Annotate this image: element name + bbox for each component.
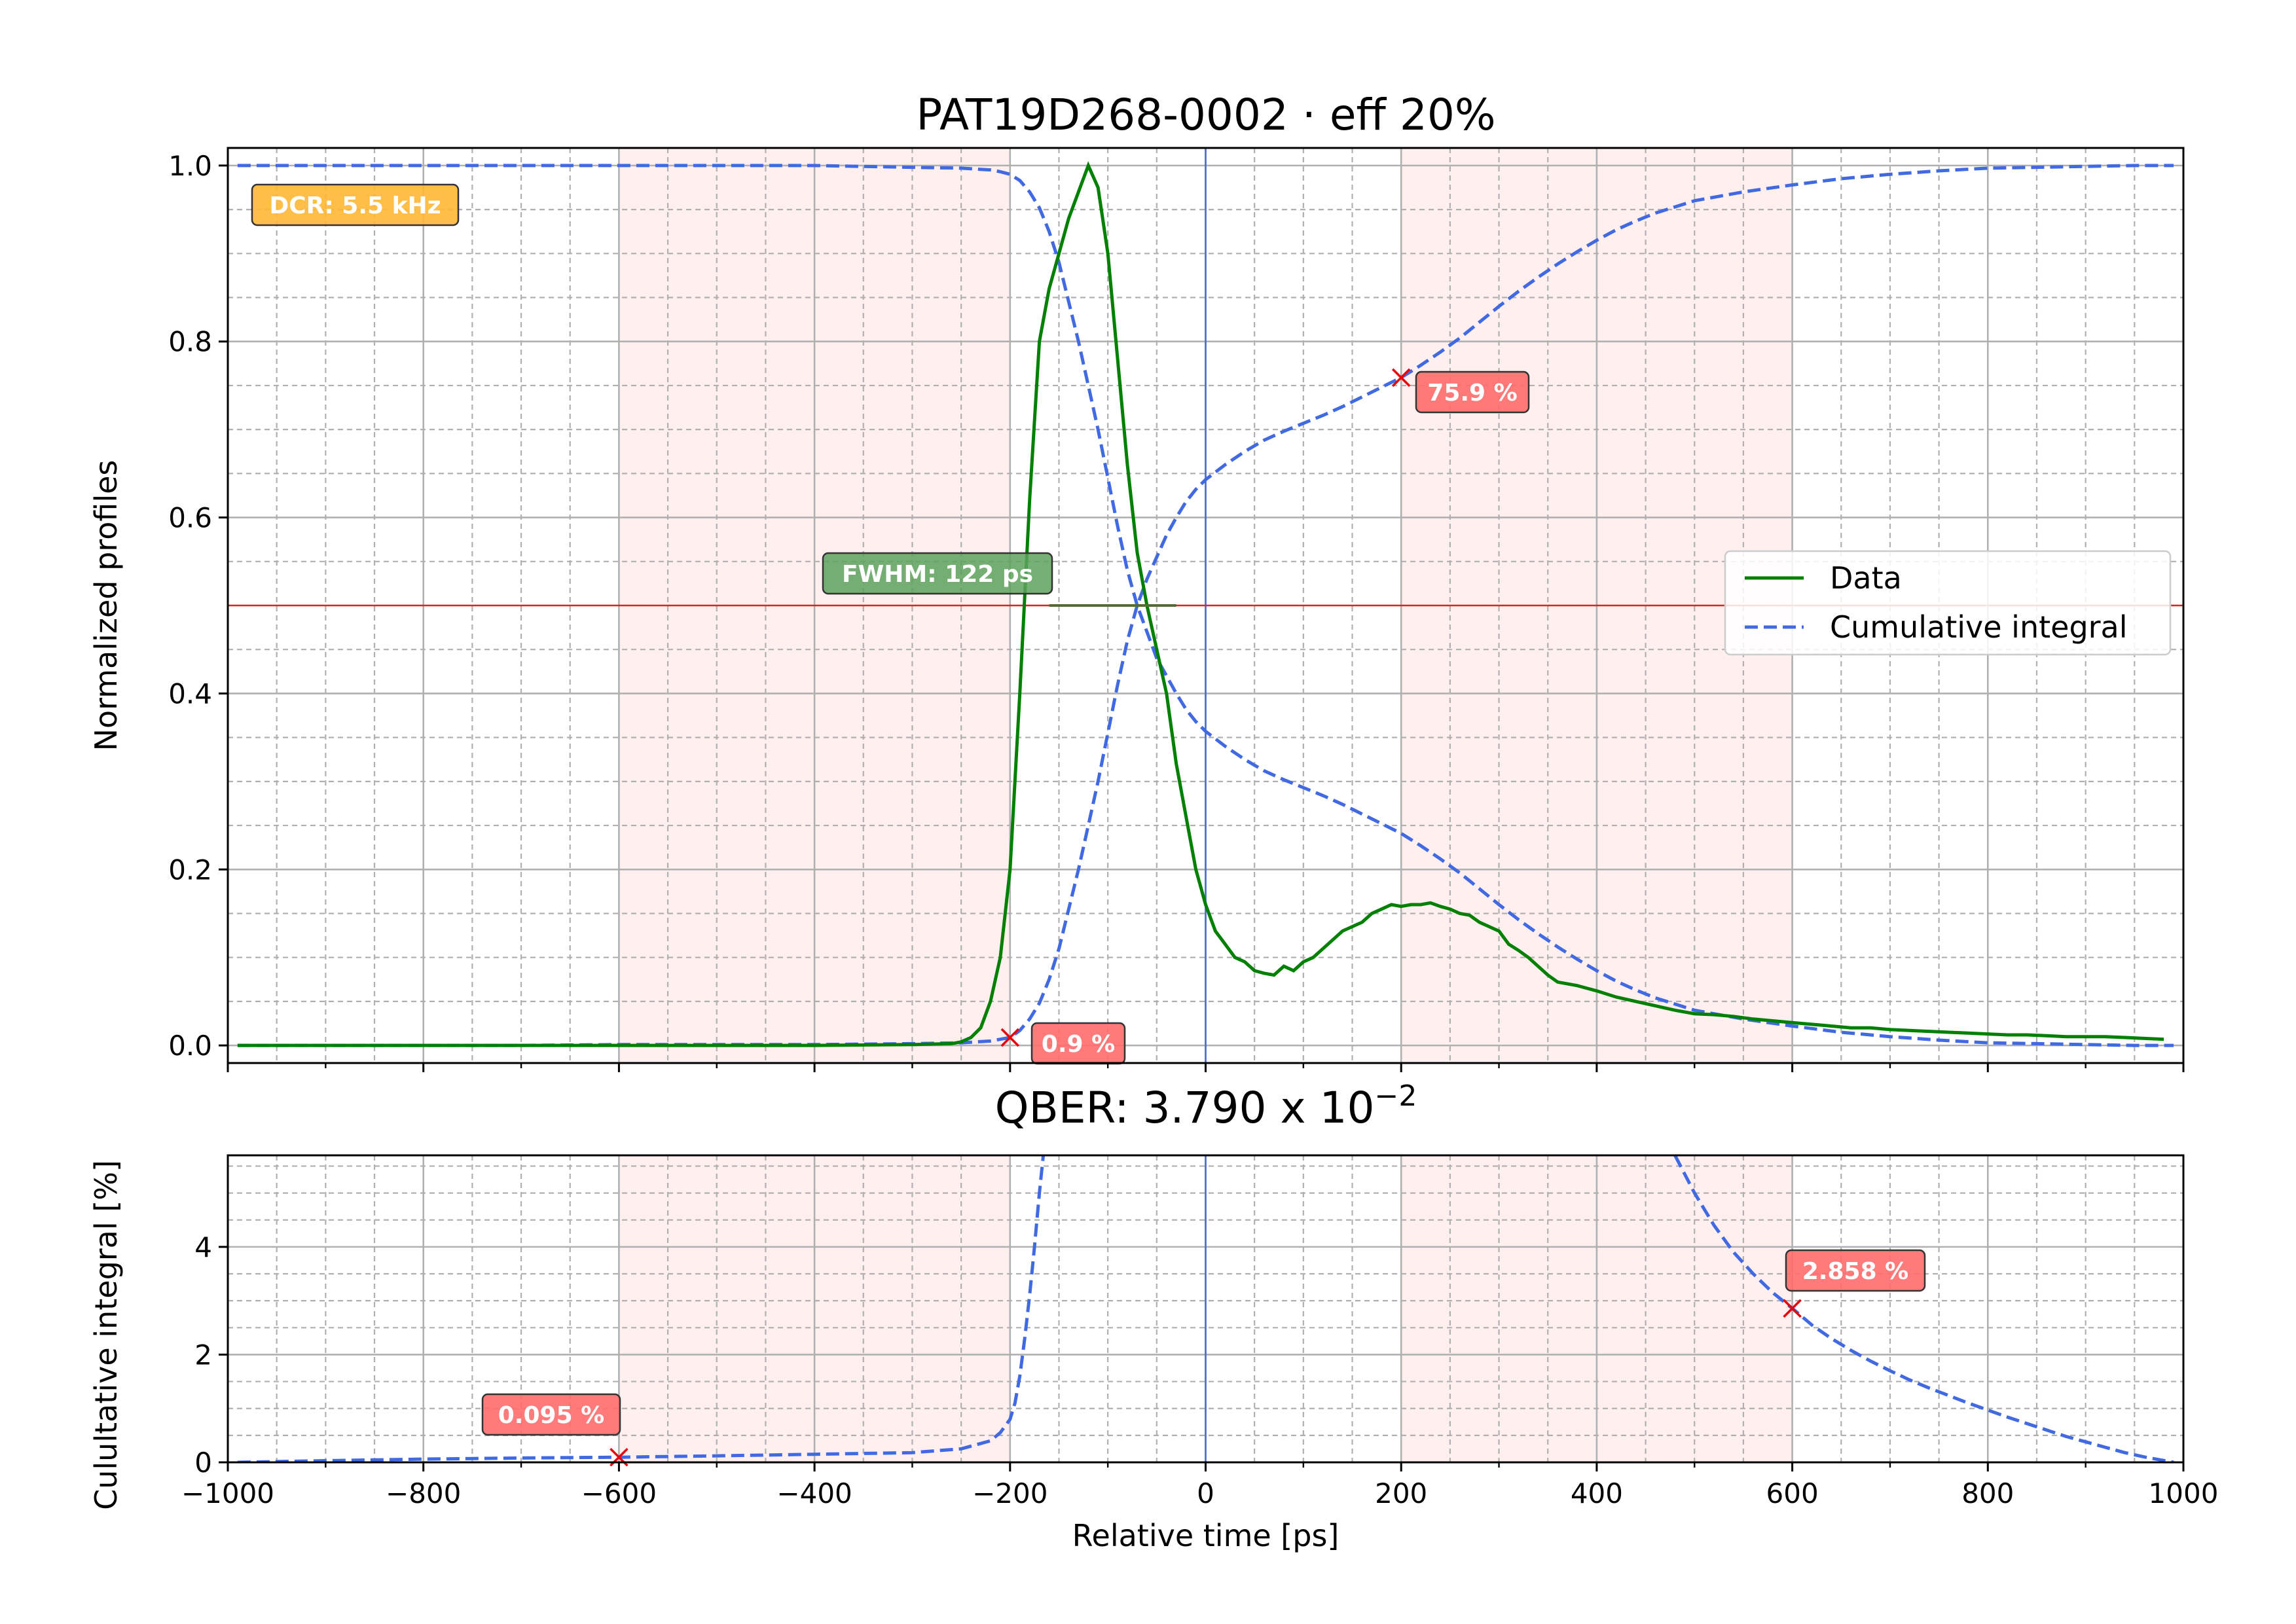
marker-point — [1391, 368, 1411, 388]
legend-label-cumulative: Cumulative integral — [1830, 609, 2128, 645]
cumulative-plot: 0.095 % 2.858 % −1000 −800 −600 −400 −200 0 200 4… — [88, 1154, 2219, 1553]
marker-label-2.858-text: 2.858 % — [1802, 1258, 1908, 1285]
chart-title: PAT19D268-0002 · eff 20% — [916, 90, 1495, 140]
y-tick-label: 0.2 — [168, 854, 212, 886]
x-tick-label: 800 — [1961, 1477, 2014, 1509]
y-tick-label: 2 — [194, 1339, 212, 1371]
x-tick-label: 1000 — [2149, 1477, 2219, 1509]
y-tick-label: 0.8 — [168, 326, 212, 358]
y-tick-label: 0 — [194, 1447, 212, 1479]
legend-label-data: Data — [1830, 560, 1902, 596]
marker-label-75.9-text: 75.9 % — [1427, 380, 1517, 406]
qber-title-exponent: −2 — [1375, 1079, 1417, 1113]
marker-point — [1783, 1299, 1802, 1318]
cumulative-integral-line — [237, 164, 2174, 1047]
marker-label-0.095-box — [481, 1393, 621, 1436]
x-tick-label: 0 — [1197, 1477, 1214, 1509]
marker-label-75.9-box — [1415, 370, 1530, 414]
y-tick-label: 0.4 — [168, 677, 212, 710]
y-tick-label: 4 — [194, 1231, 212, 1263]
y-tick-label: 0.6 — [168, 502, 212, 534]
x-tick-label: 200 — [1375, 1477, 1427, 1509]
x-tick-label: −1000 — [181, 1477, 274, 1509]
legend-box — [1724, 550, 2172, 656]
marker-label-0.9-text: 0.9 % — [1042, 1031, 1115, 1058]
marker-label-0.095-text: 0.095 % — [498, 1402, 604, 1429]
x-tick-label: −800 — [386, 1477, 461, 1509]
x-tick-label: 400 — [1571, 1477, 1623, 1509]
fwhm-annotation-text: FWHM: 122 ps — [842, 561, 1033, 588]
marker-point — [1000, 1028, 1020, 1047]
x-tick-label: −600 — [581, 1477, 657, 1509]
y-tick-label: 0.0 — [168, 1030, 212, 1062]
qber-title-text: QBER: 3.790 x 10 — [995, 1083, 1375, 1133]
cumulative-integral-reversed-line — [237, 164, 2174, 1047]
y-tick-label: 1.0 — [168, 150, 212, 182]
cumulative-lines — [237, 1155, 2174, 1462]
x-axis-label: Relative time [ps] — [1072, 1518, 1339, 1553]
x-tick-label: 600 — [1766, 1477, 1819, 1509]
legend: Data Cumulative integral — [1724, 550, 2172, 656]
cumulative-percent-line — [1673, 1155, 2174, 1462]
x-tick-label: −400 — [776, 1477, 852, 1509]
y-axis-label: Normalized profiles — [88, 460, 124, 751]
x-tick-label: −200 — [972, 1477, 1048, 1509]
marker-label-2.858-box — [1785, 1249, 1926, 1292]
profiles-plot: 0.9 % 75.9 % DCR: 5.5 kHz FWHM: 122 ps Data C… — [88, 147, 2185, 1072]
data-line — [237, 161, 2164, 1047]
y-axis-label: Culultative integral [%] — [88, 1160, 124, 1510]
fwhm-annotation-box — [822, 552, 1053, 595]
dcr-annotation-box — [251, 183, 460, 226]
qber-title: QBER: 3.790 x 10−2 — [995, 1079, 1417, 1133]
dcr-annotation-text: DCR: 5.5 kHz — [269, 192, 441, 219]
